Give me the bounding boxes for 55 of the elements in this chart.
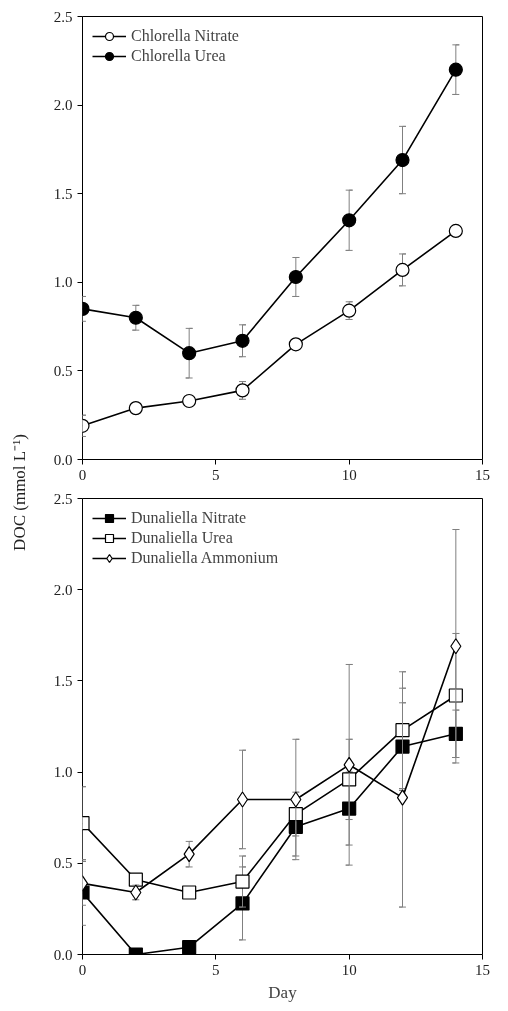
- point: [395, 152, 410, 168]
- point: [182, 346, 197, 361]
- point: [395, 262, 410, 277]
- point: [182, 885, 197, 900]
- legend-label: Chlorella Nitrate: [131, 26, 239, 46]
- x-tick-label: 5: [212, 961, 220, 978]
- y-tick-label: 2.5: [53, 490, 73, 507]
- x-tick-label: 0: [78, 961, 87, 978]
- y-tick-label: 2.0: [53, 97, 73, 114]
- y-tick-label: 1.0: [53, 764, 73, 781]
- x-tick-label: 0: [78, 466, 87, 483]
- y-tick-label: 2.5: [53, 8, 73, 25]
- y-tick-label: 0.0: [53, 451, 73, 468]
- point: [128, 401, 143, 416]
- point: [343, 756, 355, 773]
- y-tick-label: 0.0: [53, 946, 73, 963]
- x-axis-title: Day: [268, 982, 298, 1002]
- y-tick-label: 1.0: [53, 274, 73, 291]
- point: [342, 801, 357, 816]
- y-tick-label: 1.5: [53, 185, 73, 202]
- point: [448, 688, 463, 703]
- x-tick-label: 10: [341, 466, 357, 483]
- y-tick-label: 0.5: [53, 855, 73, 872]
- point: [450, 638, 462, 655]
- legend-label: Dunaliella Ammonium: [131, 548, 279, 568]
- point: [128, 872, 143, 887]
- legend-label: Dunaliella Urea: [131, 528, 233, 548]
- y-tick-label: 1.5: [53, 672, 73, 689]
- x-tick-label: 5: [212, 466, 220, 483]
- point: [448, 726, 463, 741]
- point: [235, 874, 250, 889]
- x-tick-label: 15: [475, 961, 490, 978]
- point: [182, 393, 197, 409]
- point: [235, 333, 250, 348]
- point: [183, 846, 195, 863]
- legend-label: Chlorella Urea: [131, 46, 226, 66]
- y-tick-label: 2.0: [53, 581, 73, 598]
- y-tick-label: 0.5: [53, 362, 73, 379]
- point: [290, 791, 302, 808]
- point: [448, 223, 463, 238]
- x-tick-label: 15: [475, 466, 490, 483]
- point: [395, 739, 410, 754]
- point: [395, 723, 410, 738]
- point: [342, 772, 357, 787]
- point: [182, 940, 197, 955]
- x-tick-label: 10: [341, 961, 357, 978]
- point: [396, 789, 409, 806]
- y-axis-title: DOC (mmol L⁻¹): [9, 434, 29, 551]
- point: [236, 791, 249, 808]
- point: [288, 806, 303, 822]
- point: [128, 310, 143, 325]
- point: [342, 213, 357, 228]
- point: [448, 62, 463, 77]
- point: [288, 269, 303, 285]
- legend-label: Dunaliella Nitrate: [131, 508, 247, 528]
